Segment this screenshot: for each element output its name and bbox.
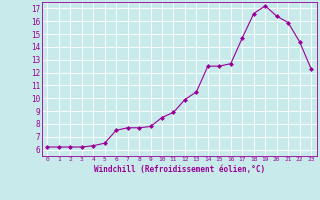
X-axis label: Windchill (Refroidissement éolien,°C): Windchill (Refroidissement éolien,°C) — [94, 165, 265, 174]
